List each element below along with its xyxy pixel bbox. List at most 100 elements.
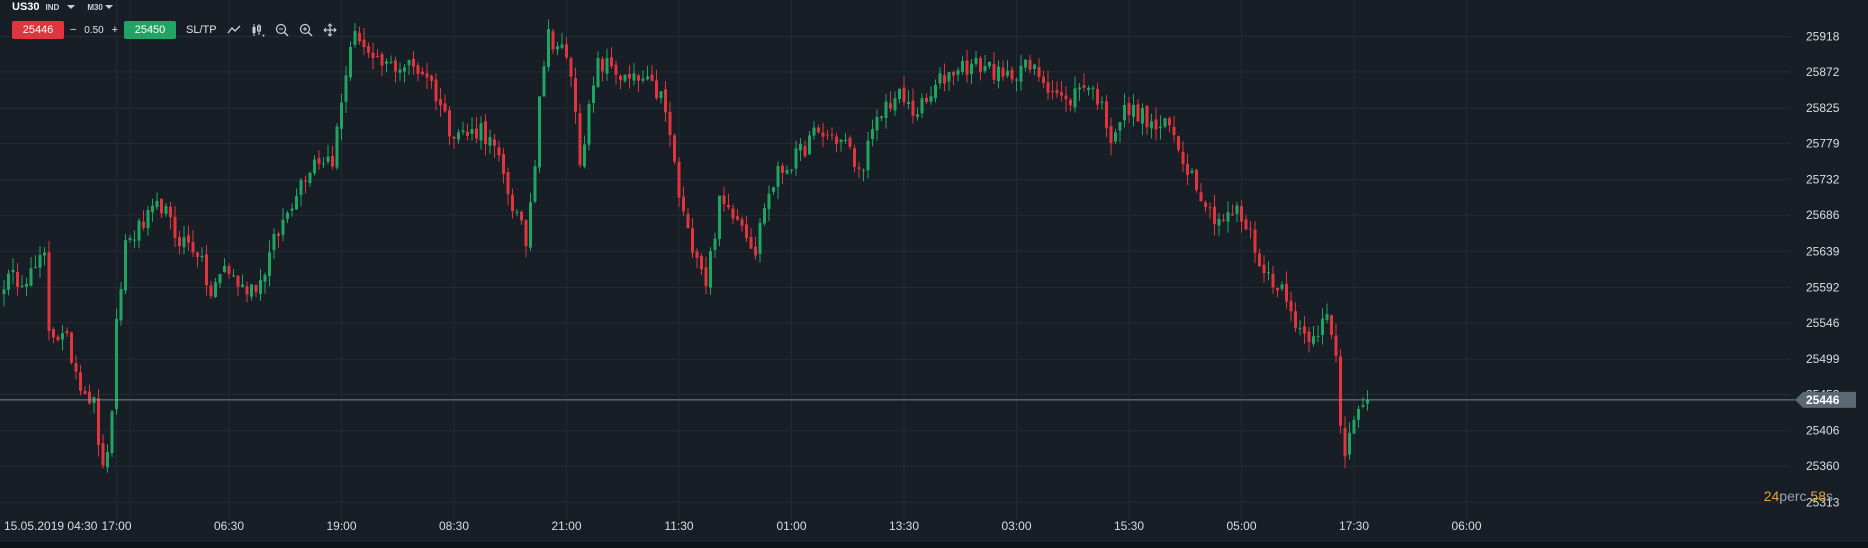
candle bbox=[254, 284, 258, 298]
candle-body bbox=[1190, 170, 1194, 173]
candle bbox=[1339, 349, 1342, 434]
sell-button[interactable]: 25446 bbox=[12, 21, 64, 39]
candle bbox=[983, 55, 987, 74]
candle-body bbox=[1222, 219, 1225, 221]
candle bbox=[808, 130, 811, 156]
candle-body bbox=[376, 55, 379, 57]
candle-body bbox=[785, 170, 789, 174]
candle-body bbox=[1118, 122, 1122, 131]
candle bbox=[232, 268, 235, 278]
candle-body bbox=[1213, 206, 1216, 225]
grid-layer bbox=[0, 0, 1790, 520]
zoom-in-icon[interactable] bbox=[299, 23, 313, 37]
candles-icon[interactable] bbox=[251, 23, 265, 37]
candle bbox=[583, 135, 586, 169]
candle bbox=[286, 210, 289, 224]
candle bbox=[376, 49, 379, 59]
candle-body bbox=[119, 289, 123, 321]
candle bbox=[952, 70, 955, 86]
candle bbox=[1258, 248, 1261, 267]
candle bbox=[178, 231, 181, 255]
candle bbox=[43, 247, 46, 266]
timeframe-dropdown-icon[interactable] bbox=[104, 5, 113, 9]
candle-body bbox=[1060, 92, 1063, 96]
quantity-minus-button[interactable]: − bbox=[70, 24, 77, 36]
candle bbox=[790, 169, 793, 174]
candle-body bbox=[295, 196, 298, 210]
candle-body bbox=[187, 235, 190, 243]
candle-body bbox=[830, 134, 834, 136]
candle bbox=[164, 203, 168, 217]
candle bbox=[1091, 85, 1095, 100]
candle bbox=[803, 140, 807, 158]
candle-body bbox=[605, 58, 609, 74]
candle-body bbox=[146, 210, 150, 229]
candle-body bbox=[988, 61, 991, 67]
candle bbox=[349, 41, 352, 81]
candle bbox=[394, 56, 397, 83]
candle-body bbox=[502, 153, 505, 174]
candle bbox=[1222, 213, 1225, 223]
candle-body bbox=[407, 59, 411, 66]
candle bbox=[457, 129, 460, 144]
quantity-stepper[interactable]: − 0.50 + bbox=[64, 21, 124, 39]
candle bbox=[812, 121, 816, 140]
candle bbox=[1006, 60, 1009, 79]
candle-body bbox=[137, 220, 141, 241]
sltp-button[interactable]: SL/TP bbox=[186, 24, 217, 36]
quantity-value[interactable]: 0.50 bbox=[84, 24, 104, 36]
candle-body bbox=[281, 219, 285, 235]
candle bbox=[497, 140, 501, 162]
candle bbox=[556, 41, 559, 56]
candle bbox=[1271, 265, 1275, 294]
candle bbox=[452, 135, 456, 149]
quantity-plus-button[interactable]: + bbox=[111, 24, 118, 36]
candle-body bbox=[434, 79, 438, 102]
candle bbox=[142, 210, 145, 231]
candle-body bbox=[947, 72, 951, 82]
candle bbox=[1195, 169, 1198, 193]
candle bbox=[1181, 141, 1185, 173]
candle-body bbox=[182, 237, 186, 248]
symbol-dropdown-icon[interactable] bbox=[67, 5, 76, 9]
candle-body bbox=[115, 318, 118, 410]
candle bbox=[209, 281, 213, 299]
crosshair-icon[interactable] bbox=[322, 23, 337, 37]
candle bbox=[1001, 60, 1005, 81]
candle bbox=[740, 216, 744, 232]
candle bbox=[155, 192, 159, 210]
price-tick-label: 25779 bbox=[1806, 137, 1840, 151]
candle bbox=[218, 273, 222, 289]
candle bbox=[308, 171, 312, 187]
candle-body bbox=[1145, 105, 1149, 128]
candle bbox=[727, 193, 730, 210]
candle-body bbox=[934, 84, 937, 99]
candle bbox=[889, 91, 892, 112]
candle bbox=[340, 93, 343, 141]
candle bbox=[1240, 200, 1243, 233]
candle bbox=[1303, 316, 1306, 344]
candle-body bbox=[65, 331, 69, 334]
candle bbox=[1190, 167, 1194, 175]
line-chart-icon[interactable] bbox=[227, 23, 241, 37]
candle bbox=[524, 219, 528, 258]
candle bbox=[484, 114, 487, 156]
candle bbox=[1118, 121, 1122, 143]
candle-body bbox=[529, 202, 532, 248]
countdown-minutes: 24 bbox=[1763, 488, 1780, 504]
candle bbox=[938, 67, 942, 89]
timeframe-select[interactable]: M30 bbox=[87, 2, 103, 12]
candle bbox=[268, 240, 271, 287]
buy-button[interactable]: 25450 bbox=[124, 21, 176, 39]
candle-body bbox=[70, 332, 73, 363]
candle bbox=[448, 106, 451, 145]
candle-body bbox=[263, 275, 267, 282]
candle bbox=[1168, 116, 1171, 133]
candle bbox=[371, 42, 375, 70]
candle bbox=[160, 198, 163, 219]
symbol-name[interactable]: US30 bbox=[12, 1, 40, 13]
zoom-out-icon[interactable] bbox=[275, 23, 289, 37]
candle bbox=[1253, 221, 1257, 264]
